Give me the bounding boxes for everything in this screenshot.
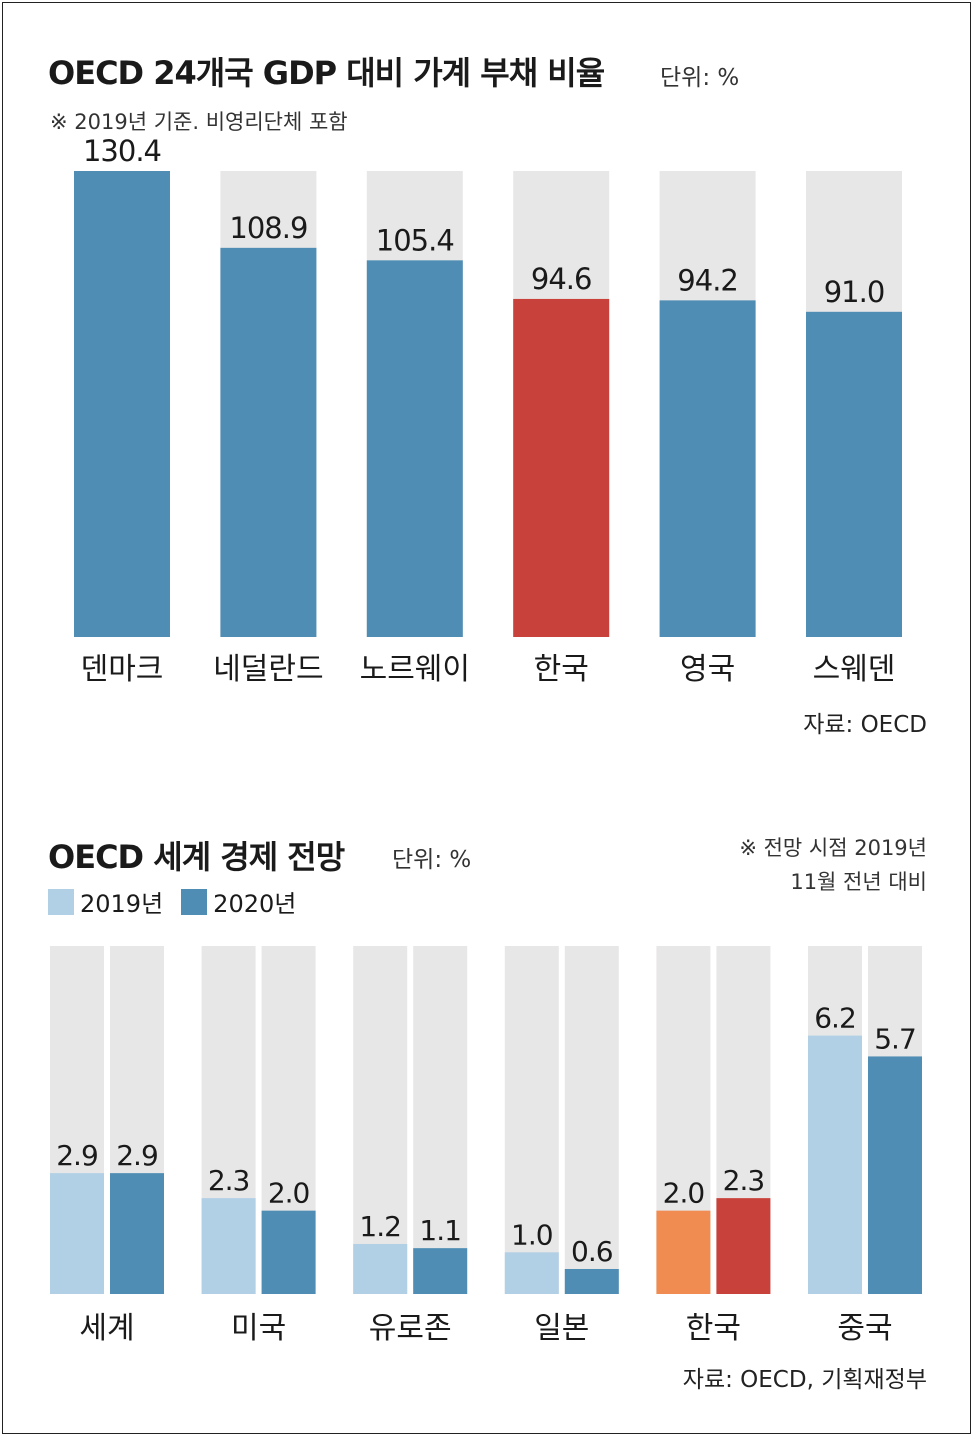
value-label-2: 105.4: [376, 223, 454, 257]
value-label-0: 130.4: [83, 134, 161, 168]
category-label-5: 스웨덴: [813, 652, 896, 687]
value-label-3-0: 1.0: [511, 1218, 553, 1251]
household-debt-chart: 130.4 덴마크 108.9 네덜란드 105.4 노르웨이 94.6 한국 94.2 영국 91…: [74, 134, 902, 687]
bar-3-1: [564, 1268, 619, 1294]
chart1-source: 자료: OECD: [803, 712, 927, 738]
category-label-0: 덴마크: [81, 652, 164, 687]
category-label-2: 유로존: [369, 1311, 452, 1346]
category-label-1: 네덜란드: [213, 652, 323, 687]
legend-label-2020: 2020년: [213, 890, 297, 918]
bar-2: [366, 260, 463, 637]
value-label-2-1: 1.1: [419, 1214, 461, 1247]
bar-track-2-0: [353, 946, 408, 1294]
bar-1-0: [201, 1198, 256, 1294]
value-label-2-0: 1.2: [359, 1210, 401, 1243]
legend-item-2020: 2020년: [181, 884, 296, 919]
legend-label-2019: 2019년: [80, 890, 164, 918]
category-label-3: 일본: [534, 1311, 589, 1346]
bar-4: [659, 300, 756, 637]
bar-track-3-1: [564, 946, 619, 1294]
bar-track-2-1: [413, 946, 468, 1294]
category-label-4: 한국: [686, 1311, 741, 1346]
bar-4-1: [716, 1198, 771, 1294]
bar-4-0: [656, 1210, 711, 1294]
bar-5-1: [868, 1056, 922, 1294]
legend-swatch-2019: [48, 888, 74, 915]
value-label-0-1: 2.9: [116, 1139, 158, 1172]
legend-swatch-2020: [181, 888, 208, 915]
bar-2-0: [353, 1243, 408, 1294]
value-label-4: 94.2: [677, 263, 738, 297]
bar-3: [513, 298, 610, 637]
chart2-note-line1: ※ 전망 시점 2019년: [739, 836, 927, 860]
bar-0-0: [50, 1173, 104, 1294]
bar-track-3-0: [504, 946, 559, 1294]
category-label-4: 영국: [680, 652, 735, 687]
bar-2-1: [413, 1248, 468, 1294]
value-label-4-0: 2.0: [663, 1177, 705, 1210]
bar-0: [74, 171, 170, 637]
value-label-5-0: 6.2: [814, 1002, 856, 1035]
value-label-1: 108.9: [229, 211, 307, 245]
value-label-1-1: 2.0: [268, 1177, 310, 1210]
category-label-0: 세계: [79, 1311, 134, 1346]
category-label-3: 한국: [534, 652, 589, 687]
value-label-4-1: 2.3: [723, 1164, 765, 1197]
value-label-5: 91.0: [824, 275, 885, 309]
value-label-5-1: 5.7: [874, 1022, 916, 1055]
chart2-source: 자료: OECD, 기획재정부: [682, 1367, 927, 1393]
chart1-title: OECD 24개국 GDP 대비 가계 부채 비율: [48, 54, 605, 92]
chart1-unit: 단위: %: [660, 65, 740, 91]
value-label-3: 94.6: [531, 262, 592, 296]
value-label-3-1: 0.6: [571, 1235, 613, 1268]
bar-0-1: [110, 1173, 164, 1294]
chart2-title: OECD 세계 경제 전망: [48, 838, 345, 876]
value-label-1-0: 2.3: [208, 1164, 250, 1197]
category-label-1: 미국: [231, 1311, 286, 1346]
bar-1-1: [261, 1210, 316, 1294]
chart2-legend: 2019년 2020년: [48, 884, 314, 919]
chart2-unit: 단위: %: [392, 847, 472, 873]
bar-1: [220, 247, 317, 637]
bar-3-0: [504, 1252, 559, 1294]
value-label-0-0: 2.9: [56, 1139, 98, 1172]
category-label-2: 노르웨이: [360, 652, 470, 687]
bar-5: [806, 311, 902, 637]
legend-item-2019: 2019년: [48, 884, 163, 919]
bar-5-0: [808, 1035, 862, 1294]
chart1-note: ※ 2019년 기준. 비영리단체 포함: [50, 110, 348, 134]
category-label-5: 중국: [837, 1311, 892, 1346]
chart2-note-line2: 11월 전년 대비: [790, 870, 927, 894]
